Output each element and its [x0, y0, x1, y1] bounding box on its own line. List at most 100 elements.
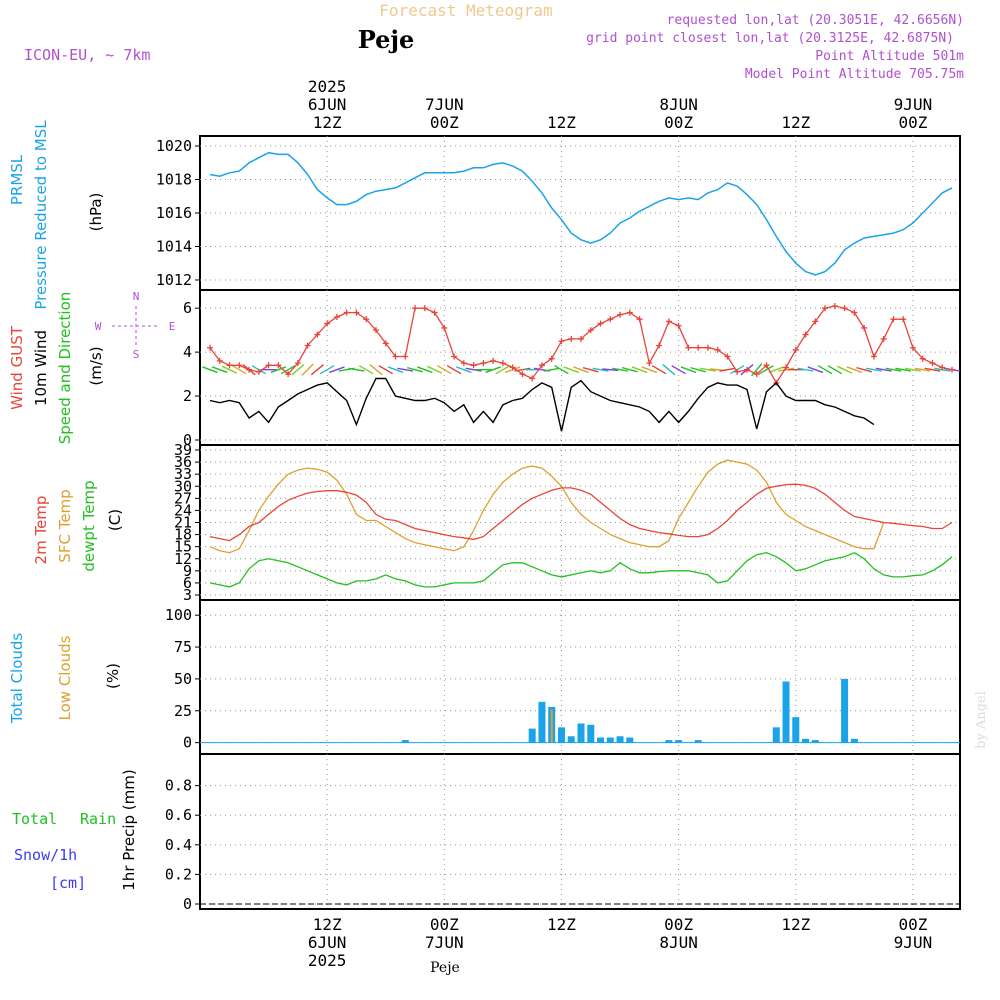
top-time-label: 8JUN — [659, 95, 698, 114]
y-tick-label-cloud: 0 — [183, 734, 192, 752]
y-tick-label-pressure: 1012 — [156, 271, 192, 289]
bottom-time-label: 7JUN — [425, 933, 464, 952]
bottom-time-label: 2025 — [308, 951, 347, 970]
y-tick-label-temp: 15 — [174, 538, 192, 556]
wind-arrow — [621, 366, 638, 373]
panel-frame-precip — [199, 753, 961, 910]
gust-marker — [343, 309, 350, 316]
wind-arrow — [397, 367, 414, 372]
wind-arrow — [837, 365, 853, 374]
bottom-time-label: 00Z — [430, 915, 459, 934]
wind-arrow — [759, 365, 774, 375]
gust-marker — [451, 353, 458, 360]
dewpt-line — [209, 551, 953, 588]
wind-arrow — [495, 365, 511, 375]
wind-arrow — [270, 366, 287, 374]
y-tick-label-pressure: 1020 — [156, 137, 192, 155]
gust-marker — [353, 309, 360, 316]
wind-arrow — [212, 366, 228, 374]
y-tick-label-pressure: 1018 — [156, 171, 192, 189]
total-cloud-bar — [802, 738, 810, 743]
total-cloud-bar — [577, 723, 585, 743]
wind-arrow — [446, 365, 462, 375]
model-altitude: Model Point Altitude 705.75m — [745, 67, 964, 82]
bottom-time-label: 9JUN — [894, 933, 933, 952]
footer-station: Peje — [430, 960, 460, 976]
top-time-label: 12Z — [547, 113, 576, 132]
compass-w: W — [95, 320, 102, 333]
gust-marker — [382, 340, 389, 347]
bottom-time-label: 00Z — [664, 915, 693, 934]
gust-marker — [870, 353, 877, 360]
gust-marker — [304, 342, 311, 349]
y-tick-label-temp: 9 — [183, 562, 192, 580]
gust-marker — [617, 311, 624, 318]
top-time-label: 2025 — [308, 77, 347, 96]
gust-marker — [509, 364, 516, 371]
gust-marker — [704, 344, 711, 351]
wind-arrow — [856, 366, 873, 373]
wind-arrow — [680, 366, 697, 374]
total-cloud-bar — [841, 678, 849, 743]
total-cloud-bar — [772, 727, 780, 743]
y-tick-label-temp: 18 — [174, 526, 192, 544]
y-tick-label-wind: 2 — [183, 387, 192, 405]
wind-arrow — [846, 366, 863, 374]
wind-dir-label: Speed and Direction — [56, 292, 74, 445]
y-tick-label-precip: 0.2 — [165, 865, 192, 883]
gust-marker — [480, 360, 487, 367]
cloud-unit: (%) — [104, 663, 122, 689]
gust-marker — [685, 344, 692, 351]
y-tick-label-precip: 0.4 — [165, 836, 192, 854]
panel-frame-wind — [199, 289, 961, 446]
gust-marker — [792, 346, 799, 353]
total-cloud-bar — [528, 728, 536, 743]
wind-arrow — [719, 367, 736, 372]
wind-arrow — [690, 366, 707, 373]
total-cloud-bar — [401, 740, 409, 743]
gust-marker — [246, 366, 253, 373]
wind-arrow — [378, 365, 394, 375]
gust-marker — [490, 357, 497, 364]
gust-marker — [812, 318, 819, 325]
gust-marker — [880, 335, 887, 342]
y-tick-label-wind: 0 — [183, 431, 192, 449]
gust-marker — [392, 353, 399, 360]
total-cloud-bar — [850, 738, 858, 743]
bottom-time-label: 12Z — [313, 915, 342, 934]
watermark: by Angel — [974, 691, 989, 749]
wind-arrow — [554, 365, 569, 375]
y-tick-label-pressure: 1016 — [156, 204, 192, 222]
wind-arrow — [485, 366, 501, 374]
y-tick-label-cloud: 75 — [174, 638, 192, 656]
gust-marker — [949, 366, 955, 373]
y-tick-label-cloud: 100 — [165, 606, 192, 624]
gust-marker — [499, 360, 506, 367]
gust-marker — [363, 316, 370, 323]
total-cloud-bar — [792, 717, 800, 743]
y-tick-label-precip: 0 — [183, 895, 192, 913]
wind-arrow — [865, 367, 882, 372]
wind-arrow — [641, 366, 658, 374]
compass-s: S — [133, 348, 140, 361]
y-tick-label-temp: 24 — [174, 501, 192, 519]
rain-label-total: Total — [12, 810, 57, 828]
top-time-label: 12Z — [781, 113, 810, 132]
pressure-label-1: PRMSL — [8, 154, 26, 205]
gust-marker — [314, 331, 321, 338]
total-cloud-bar — [616, 736, 624, 743]
total-cloud-bar — [811, 740, 819, 743]
gust-marker — [236, 362, 243, 369]
gust-marker — [900, 316, 907, 323]
total-cloud-bar — [626, 737, 634, 743]
wind-arrow — [563, 366, 579, 374]
wind-arrow — [768, 366, 785, 374]
total-cloud-bar — [557, 727, 565, 743]
gust-marker — [265, 362, 272, 369]
pressure-line — [209, 151, 953, 276]
gust-marker — [841, 305, 848, 312]
gust-marker — [656, 342, 663, 349]
total-cloud-bar — [665, 740, 673, 743]
requested-coords: requested lon,lat (20.3051E, 42.6656N) — [667, 13, 964, 28]
